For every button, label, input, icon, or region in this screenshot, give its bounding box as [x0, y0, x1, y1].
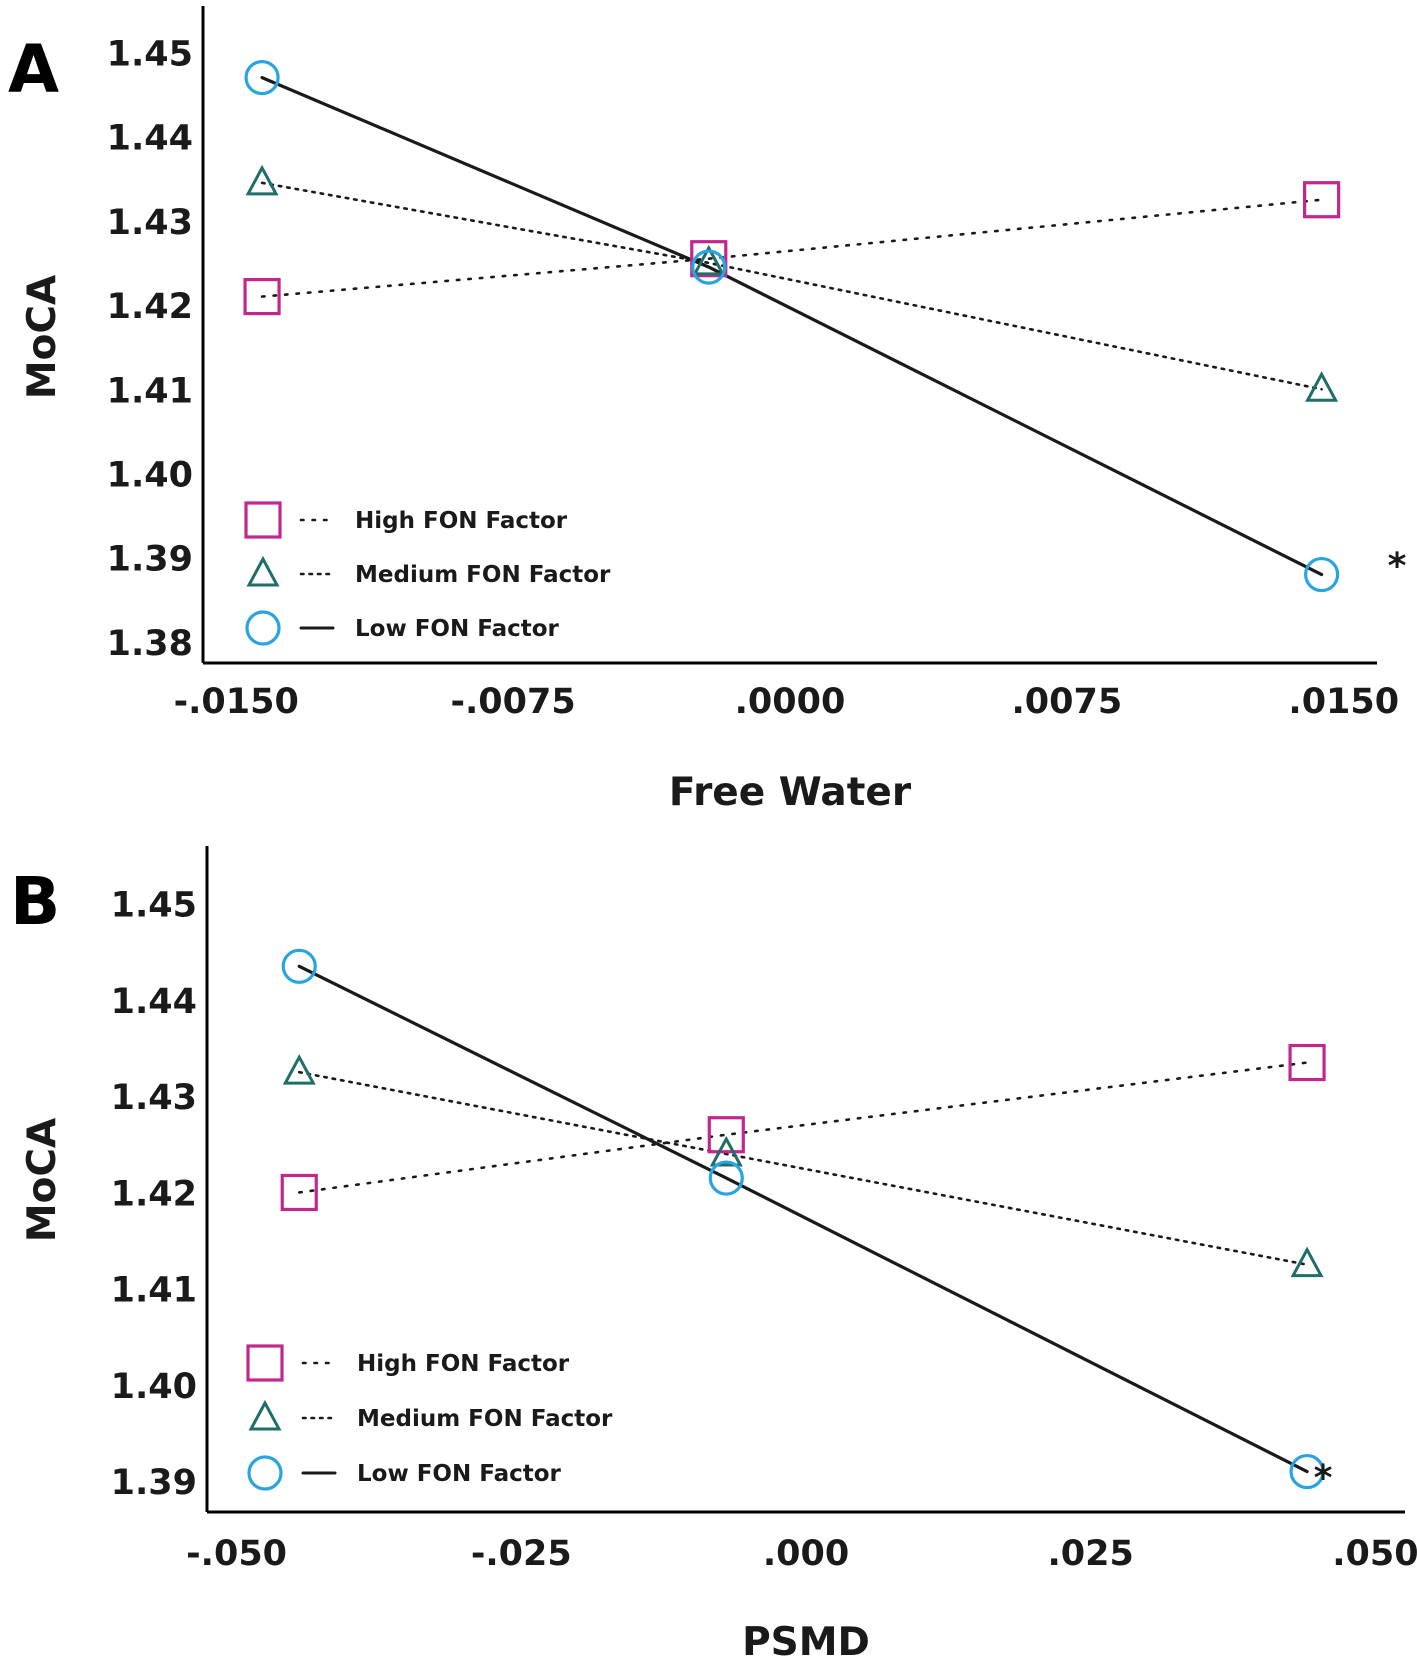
panel-b-point-square [280, 1173, 318, 1212]
panel-a-legend-label: Low FON Factor [355, 616, 560, 642]
panel-b-x-tick-label: .050 [1332, 1534, 1417, 1574]
panel-a-legend-triangle-icon [246, 555, 280, 587]
panel-b-point-square [1288, 1043, 1326, 1082]
panel-a-legend-label: High FON Factor [355, 508, 568, 534]
panel-a-point-square [1303, 181, 1341, 219]
panel-b-letter: B [10, 863, 60, 940]
panel-a-y-tick-label: 1.44 [107, 119, 193, 159]
panel-b-point-circle [281, 948, 317, 984]
panel-b-legend-triangle-icon [248, 1399, 282, 1431]
panel-a-point-square [690, 240, 728, 278]
panel-a-x-tick-label: .0150 [1288, 682, 1399, 722]
panel-b-series-line-circle [297, 964, 1309, 1474]
panel-a-x-tick-label: -.0075 [450, 682, 575, 722]
panel-a-y-tick-label: 1.38 [107, 624, 193, 664]
panel-b-x-axis-title: PSMD [742, 1620, 870, 1665]
panel-a-point-circle [1304, 556, 1340, 593]
panel-b-legend-label: Medium FON Factor [357, 1406, 613, 1432]
panel-a-point-triangle [245, 164, 279, 196]
panel-a-y-tick-label: 1.43 [107, 203, 193, 243]
panel-b-y-tick-label: 1.44 [111, 982, 197, 1022]
panel-b-point-circle [708, 1160, 744, 1196]
panel-a-y-tick-label: 1.40 [107, 455, 193, 495]
panel-b-point-triangle [709, 1135, 743, 1167]
panel-a-letter: A [8, 31, 59, 108]
panel-a-legend-circle-icon [245, 610, 281, 646]
panel-a-point-circle [691, 249, 727, 285]
panel-b-series-line-triangle [297, 1070, 1309, 1266]
panel-a-x-tick-label: .0000 [735, 682, 846, 722]
panel-b: B 1.39 1.40 1.41 1.42 1.43 1.44 1.45 -.050 -.025.… [10, 846, 1417, 1665]
panel-a-y-tick-label: 1.45 [107, 34, 193, 74]
panel-b-legend-square-icon [246, 1344, 284, 1382]
panel-a: A 1.38 1.39 1.40 1.41 1.42 1.43 1.44 1.45 -.0150 -… [8, 6, 1407, 815]
panel-b-x-tick-label: .000 [763, 1534, 849, 1574]
panel-b-legend: High FON Factor Medium FON Factor Low FON … [246, 1344, 613, 1491]
panel-a-x-axis-title: Free Water [669, 770, 912, 815]
panel-b-x-tick-label: -.025 [471, 1534, 572, 1574]
panel-a-x-tick-label: -.0150 [174, 682, 299, 722]
panel-b-y-tick-label: 1.40 [111, 1367, 197, 1407]
panel-a-y-tick-label: 1.42 [107, 287, 193, 327]
panel-b-y-axis-title: MoCA [20, 1118, 65, 1242]
panel-a-series-line-triangle [260, 181, 1323, 391]
panel-a-point-triangle [692, 244, 726, 276]
panel-a-point-circle [244, 59, 280, 96]
panel-a-legend-label: Medium FON Factor [355, 562, 611, 588]
panel-a-legend: High FON Factor Medium FON Factor Low FON … [244, 501, 611, 646]
panel-b-significance-mark: * [1314, 1458, 1333, 1499]
panel-b-x-tick-label: -.050 [186, 1534, 287, 1574]
panel-b-y-tick-label: 1.41 [111, 1271, 197, 1311]
panel-a-y-axis-title: MoCA [20, 275, 65, 399]
panel-b-x-tick-label: .025 [1048, 1534, 1134, 1574]
panel-a-x-tick-label: .0075 [1012, 682, 1123, 722]
panel-a-significance-mark: * [1388, 546, 1407, 587]
panel-b-y-tick-label: 1.45 [111, 886, 197, 926]
panel-b-point-circle [1289, 1453, 1325, 1490]
panel-a-legend-square-icon [244, 501, 282, 539]
panel-b-legend-circle-icon [247, 1455, 283, 1491]
panel-a-point-square [243, 277, 281, 316]
panel-b-y-tick-label: 1.43 [111, 1078, 197, 1118]
panel-b-point-square [707, 1116, 745, 1154]
panel-a-y-tick-label: 1.41 [107, 371, 193, 411]
panel-a-y-tick-label: 1.39 [107, 540, 193, 580]
panel-a-series-line-circle [260, 75, 1324, 577]
panel-b-series-line-square [297, 1061, 1309, 1194]
panel-b-legend-label: Low FON Factor [357, 1461, 562, 1487]
panel-b-y-tick-label: 1.42 [111, 1174, 197, 1214]
panel-a-point-triangle [1305, 371, 1339, 402]
panel-b-y-tick-label: 1.39 [111, 1463, 197, 1503]
panel-a-series-line-square [260, 198, 1323, 298]
panel-b-point-triangle [282, 1054, 316, 1085]
panel-b-point-triangle [1290, 1246, 1324, 1278]
panel-b-legend-label: High FON Factor [357, 1351, 570, 1377]
